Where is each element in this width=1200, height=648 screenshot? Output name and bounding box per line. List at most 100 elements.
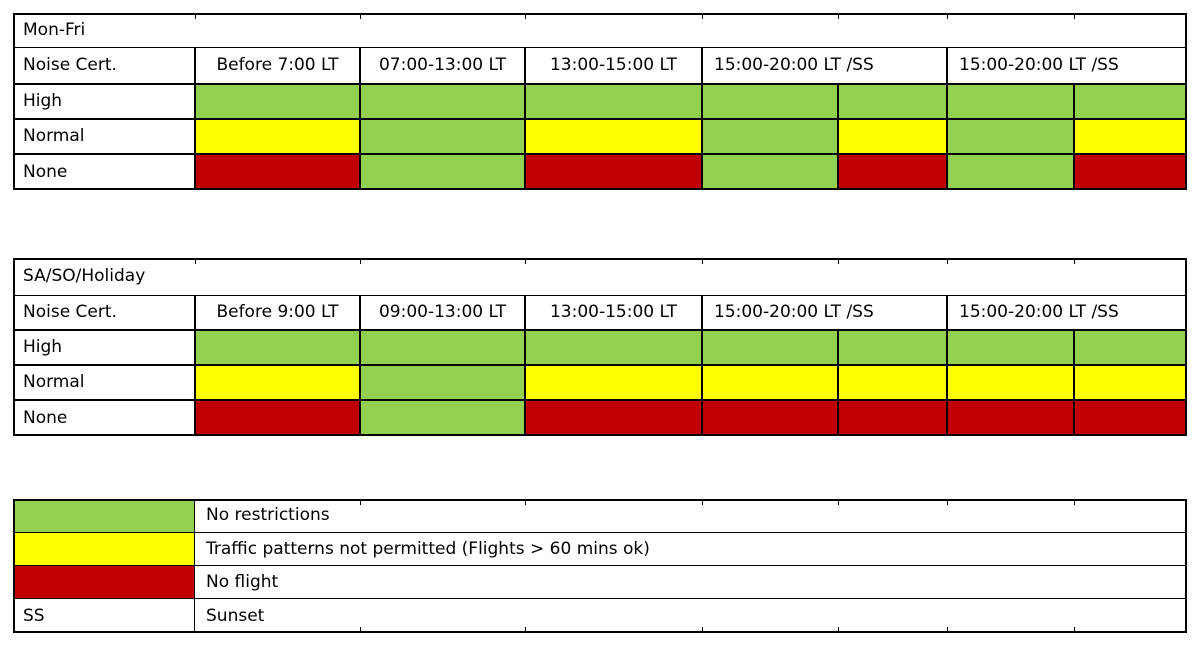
status-cell-green	[360, 84, 525, 119]
grid-line	[946, 295, 948, 436]
legend-swatch-green	[13, 499, 194, 532]
status-cell-yellow	[1074, 119, 1187, 154]
status-cell-green	[360, 154, 525, 190]
table-row: High	[13, 330, 1187, 365]
grid-line	[13, 47, 1187, 48]
grid-tick	[360, 627, 361, 632]
grid-line	[13, 153, 1187, 155]
grid-line	[13, 399, 1187, 401]
status-cell-red	[838, 400, 947, 436]
grid-line	[1073, 84, 1075, 190]
grid-line	[13, 364, 1187, 366]
status-cell-green	[525, 330, 702, 365]
grid-line	[524, 47, 526, 190]
grid-tick	[1074, 14, 1075, 19]
status-cell-yellow	[702, 365, 838, 400]
row-label: Normal	[23, 126, 85, 146]
row-label: None	[23, 161, 68, 182]
grid-tick	[525, 259, 526, 264]
status-cell-green	[947, 154, 1074, 190]
status-cell-yellow	[947, 365, 1074, 400]
grid-tick	[360, 14, 361, 19]
grid-tick	[702, 500, 703, 505]
legend-text: Sunset	[206, 605, 265, 626]
status-cell-green	[947, 84, 1074, 119]
status-cell-yellow	[838, 119, 947, 154]
legend-swatch-red	[13, 566, 194, 599]
grid-line	[13, 295, 1187, 296]
column-header: 15:00-20:00 LT /SS	[959, 302, 1119, 322]
grid-tick	[195, 259, 196, 264]
status-cell-red	[525, 400, 702, 436]
status-cell-green	[1074, 84, 1187, 119]
grid-line	[194, 47, 196, 190]
status-cell-green	[360, 365, 525, 400]
status-cell-yellow	[838, 365, 947, 400]
column-header: Before 9:00 LT	[216, 302, 339, 322]
table-row: Normal	[13, 365, 1187, 400]
row-label: Normal	[23, 372, 85, 392]
grid-line	[701, 295, 703, 436]
grid-line	[837, 330, 839, 436]
legend-row: No flight	[13, 566, 1187, 599]
table-row: None	[13, 400, 1187, 436]
weekend-schedule-table: SA/SO/Holiday Noise Cert. Before 9:00 LT…	[13, 258, 1187, 436]
legend-table: No restrictions Traffic patterns not per…	[13, 499, 1187, 633]
status-cell-green	[1074, 330, 1187, 365]
legend-text: Traffic patterns not permitted (Flights …	[206, 538, 650, 559]
noise-cert-header: Noise Cert.	[23, 302, 117, 322]
legend-row: Traffic patterns not permitted (Flights …	[13, 532, 1187, 566]
status-cell-green	[195, 84, 360, 119]
status-cell-red	[1074, 154, 1187, 190]
header-row: Noise Cert. Before 9:00 LT 09:00-13:00 L…	[13, 295, 1187, 330]
grid-line	[13, 565, 1187, 566]
status-cell-green	[360, 330, 525, 365]
grid-tick	[838, 500, 839, 505]
grid-line	[194, 499, 195, 633]
grid-line	[13, 532, 1187, 533]
table-row: None	[13, 154, 1187, 190]
grid-tick	[947, 500, 948, 505]
grid-tick	[1074, 627, 1075, 632]
legend-key: SS	[23, 605, 45, 626]
grid-tick	[360, 500, 361, 505]
grid-tick	[838, 259, 839, 264]
grid-tick	[525, 500, 526, 505]
table-title: Mon-Fri	[23, 19, 86, 40]
status-cell-yellow	[1074, 365, 1187, 400]
grid-line	[13, 598, 1187, 599]
status-cell-red	[195, 154, 360, 190]
status-cell-red	[195, 400, 360, 436]
grid-tick	[525, 14, 526, 19]
status-cell-red	[838, 154, 947, 190]
grid-line	[194, 295, 196, 436]
grid-tick	[702, 14, 703, 19]
grid-line	[359, 47, 361, 190]
row-label: High	[23, 337, 63, 357]
row-label: High	[23, 91, 63, 111]
status-cell-green	[947, 330, 1074, 365]
grid-tick	[838, 627, 839, 632]
column-header: 09:00-13:00 LT	[378, 302, 507, 322]
column-header: 15:00-20:00 LT /SS	[959, 55, 1119, 75]
column-header: Before 7:00 LT	[216, 55, 339, 75]
status-cell-green	[195, 330, 360, 365]
grid-tick	[702, 259, 703, 264]
status-cell-green	[702, 84, 838, 119]
status-cell-red	[947, 400, 1074, 436]
grid-tick	[947, 627, 948, 632]
grid-line	[701, 47, 703, 190]
header-row: Noise Cert. Before 7:00 LT 07:00-13:00 L…	[13, 47, 1187, 84]
status-cell-red	[1074, 400, 1187, 436]
column-header: 13:00-15:00 LT	[549, 55, 678, 75]
grid-tick	[838, 14, 839, 19]
weekday-schedule-table: Mon-Fri Noise Cert. Before 7:00 LT 07:00…	[13, 13, 1187, 190]
table-title-row: SA/SO/Holiday	[13, 258, 1187, 295]
status-cell-yellow	[525, 119, 702, 154]
grid-line	[946, 47, 948, 190]
column-header: 07:00-13:00 LT	[378, 55, 507, 75]
legend-row: SS Sunset	[13, 599, 1187, 633]
grid-tick	[525, 627, 526, 632]
status-cell-green	[360, 400, 525, 436]
grid-tick	[1074, 500, 1075, 505]
